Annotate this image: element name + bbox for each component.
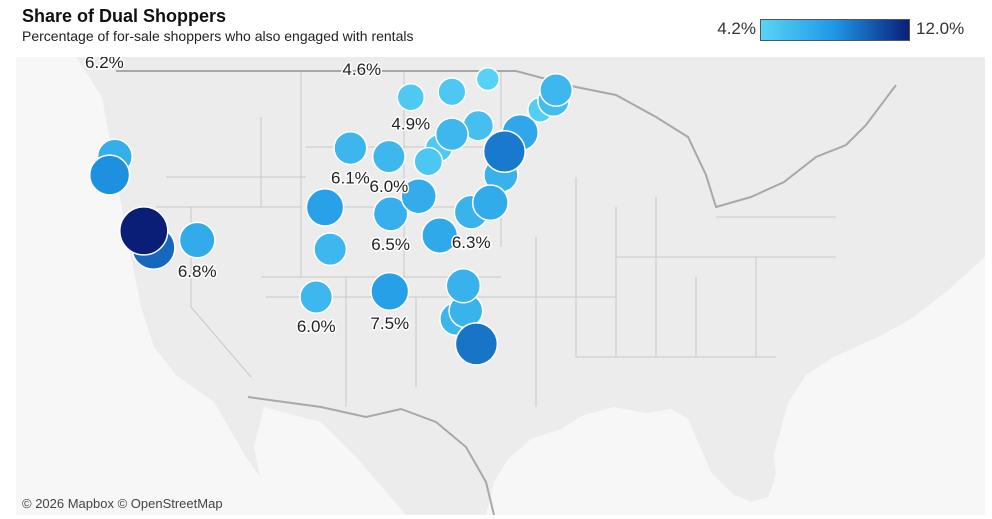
metro-marker[interactable] <box>333 130 368 166</box>
marker-value-label: 4.6% <box>342 60 381 79</box>
state-boundary-line <box>190 306 252 378</box>
metro-marker[interactable] <box>421 216 459 255</box>
marker-labels-layer: 4.6%4.9%6.0%6.0%6.1%6.2%6.3%6.5%6.8%7.5% <box>84 57 493 338</box>
metro-marker[interactable] <box>371 139 406 174</box>
map-canvas[interactable]: 4.6%4.9%6.0%6.0%6.1%6.2%6.3%6.5%6.8%7.5% <box>16 57 985 515</box>
mexico-border <box>247 396 495 515</box>
marker-value-label: 7.5% <box>370 314 409 333</box>
marker-value-label: 4.9% <box>391 115 430 134</box>
metro-marker[interactable] <box>396 82 426 112</box>
marker-value-label: 6.3% <box>452 233 491 252</box>
marker-value-label: 6.2% <box>85 57 124 72</box>
marker-value-label: 6.0% <box>297 317 336 336</box>
marker-value-label: 6.0% <box>370 177 409 196</box>
marker-value-label: 6.1% <box>331 169 370 188</box>
metro-marker[interactable] <box>372 195 409 232</box>
metro-marker[interactable] <box>88 154 131 196</box>
legend-min-label: 4.2% <box>717 19 756 38</box>
metro-marker[interactable] <box>434 117 469 152</box>
metro-marker[interactable] <box>299 280 334 314</box>
metro-marker[interactable] <box>305 188 345 227</box>
metro-marker[interactable] <box>400 177 437 215</box>
metro-marker[interactable] <box>119 206 169 256</box>
land-mass <box>76 57 985 515</box>
metro-marker[interactable] <box>475 66 500 92</box>
metro-marker[interactable] <box>471 184 509 222</box>
metro-marker[interactable] <box>539 73 574 107</box>
metro-marker[interactable] <box>313 232 348 267</box>
metro-marker[interactable] <box>437 77 467 107</box>
metro-marker[interactable] <box>445 267 482 304</box>
legend-max-label: 12.0% <box>916 19 965 38</box>
metro-marker[interactable] <box>482 129 526 174</box>
chart-title: Share of Dual Shoppers <box>22 6 227 26</box>
metro-marker[interactable] <box>370 271 410 311</box>
map-attribution[interactable]: © 2026 Mapbox © OpenStreetMap <box>22 496 223 511</box>
metro-marker[interactable] <box>454 322 499 366</box>
chart-subtitle: Percentage of for-sale shoppers who also… <box>22 28 414 44</box>
marker-value-label: 6.8% <box>178 262 217 281</box>
metro-marker[interactable] <box>413 146 444 177</box>
metro-marker[interactable] <box>178 221 216 259</box>
canada-border <box>116 70 897 209</box>
legend-gradient-bar <box>760 19 910 41</box>
markers-layer <box>88 66 574 366</box>
marker-value-label: 6.5% <box>371 235 410 254</box>
